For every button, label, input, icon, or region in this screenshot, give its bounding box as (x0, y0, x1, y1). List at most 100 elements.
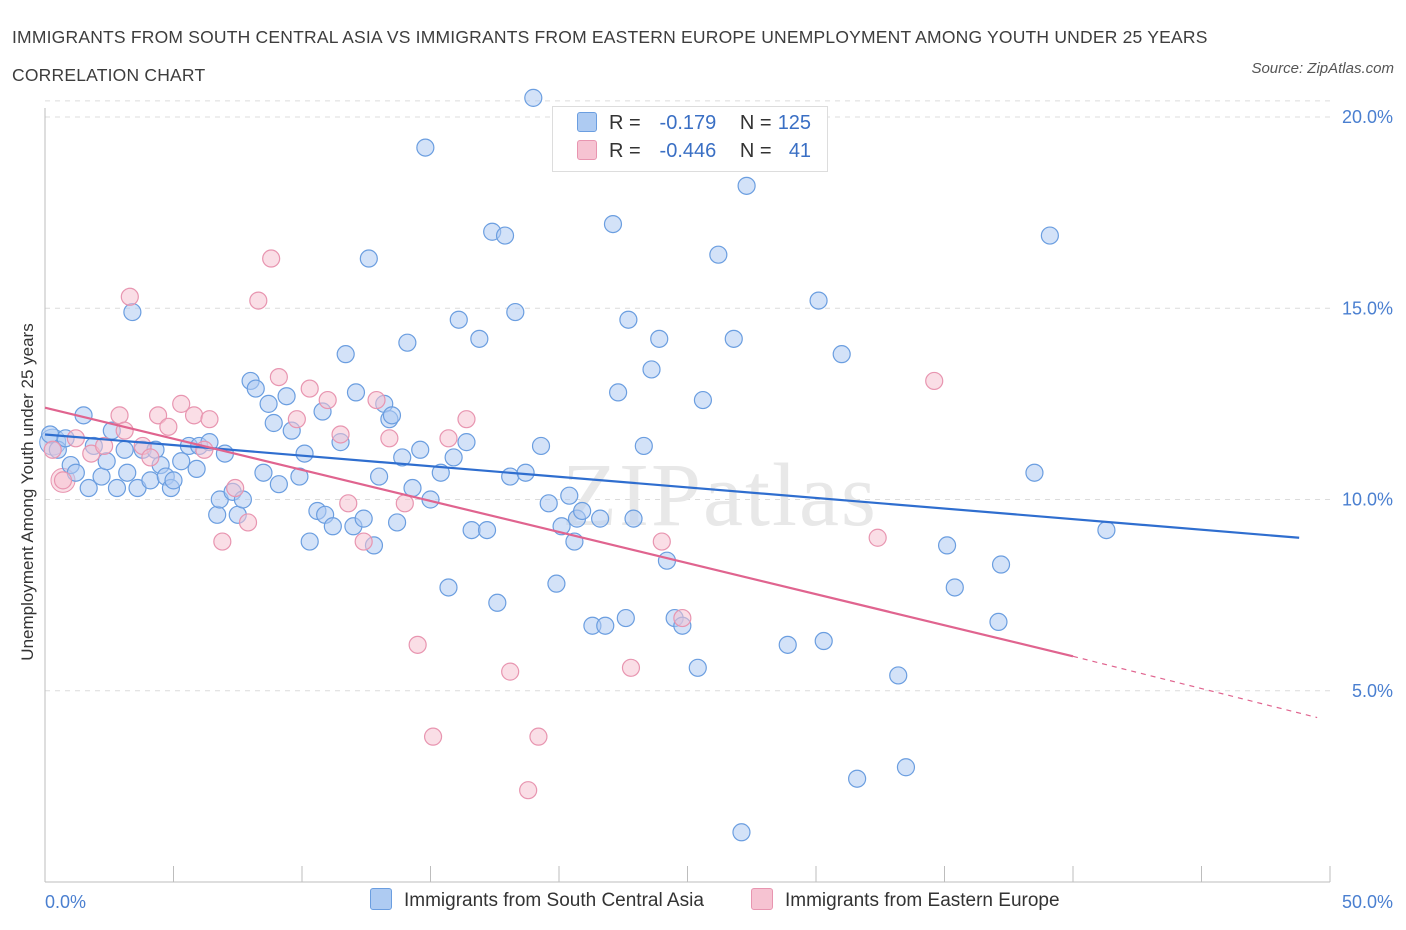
axes (44, 108, 1331, 883)
point-south-central-asia (416, 138, 435, 157)
chart-title: IMMIGRANTS FROM SOUTH CENTRAL ASIA VS IM… (12, 27, 1208, 85)
point-eastern-europe (287, 410, 306, 429)
point-south-central-asia (506, 302, 525, 322)
point-south-central-asia (393, 448, 412, 467)
point-south-central-asia (737, 176, 756, 195)
point-south-central-asia (123, 302, 142, 322)
point-eastern-europe (184, 406, 204, 425)
point-eastern-europe (120, 287, 139, 306)
tick-labels: 5.0% 10.0% 15.0% 20.0% 0.0% 50.0% Unemployment… (18, 107, 1393, 912)
point-eastern-europe (519, 781, 538, 800)
point-eastern-europe (408, 635, 427, 654)
point-eastern-europe (269, 368, 288, 387)
point-south-central-asia (732, 823, 751, 842)
point-eastern-europe (110, 406, 129, 425)
point-south-central-asia (591, 509, 610, 528)
point-south-central-asia (560, 486, 579, 505)
x-tick-label: 50.0% (1342, 892, 1393, 912)
point-south-central-asia (945, 578, 964, 597)
point-eastern-europe (200, 410, 219, 429)
point-eastern-europe (159, 417, 178, 436)
trend-lines (44, 406, 1318, 719)
point-south-central-asia (141, 471, 160, 490)
point-south-central-asia (269, 475, 288, 494)
point-south-central-asia (937, 536, 957, 555)
point-eastern-europe (249, 291, 268, 310)
point-south-central-asia (92, 467, 111, 486)
point-south-central-asia (172, 452, 191, 471)
point-south-central-asia (97, 452, 116, 471)
point-south-central-asia (488, 593, 507, 612)
point-south-central-asia (596, 616, 615, 635)
point-south-central-asia (547, 574, 566, 593)
point-eastern-europe (621, 658, 641, 677)
point-south-central-asia (164, 471, 183, 490)
point-south-central-asia (449, 310, 468, 329)
point-south-central-asia (624, 509, 643, 528)
point-eastern-europe (380, 429, 399, 448)
point-south-central-asia (370, 467, 389, 486)
point-south-central-asia (896, 758, 916, 777)
point-south-central-asia (398, 333, 417, 352)
point-eastern-europe (262, 249, 281, 268)
legend-r-value: -0.446 (659, 140, 717, 162)
point-eastern-europe (172, 394, 191, 413)
legend-r-value: -0.179 (659, 112, 717, 134)
point-south-central-asia (382, 406, 402, 425)
point-south-central-asia (539, 494, 558, 513)
point-south-central-asia (495, 226, 515, 245)
point-south-central-asia (1040, 226, 1059, 245)
point-eastern-europe (148, 406, 168, 425)
point-south-central-asia (387, 513, 407, 532)
point-eastern-europe (652, 532, 671, 551)
legend-n-value: 41 (788, 140, 812, 162)
legend-swatch-blue (577, 112, 597, 132)
point-south-central-asia (657, 551, 677, 570)
legend-label: Immigrants from South Central Asia (404, 890, 704, 911)
legend-stats: R = -0.179 N = 125 R = -0.446 N = 41 (552, 106, 828, 172)
point-south-central-asia (693, 390, 713, 410)
point-south-central-asia (501, 467, 520, 486)
point-south-central-asia (246, 379, 265, 398)
point-south-central-asia (650, 329, 669, 348)
point-south-central-asia (290, 467, 309, 486)
point-south-central-asia (346, 383, 366, 402)
point-eastern-europe (238, 513, 258, 532)
point-eastern-europe (457, 410, 476, 429)
point-eastern-europe (354, 532, 373, 551)
point-south-central-asia (295, 444, 314, 463)
trend-line-eastern-europe (44, 406, 1074, 658)
point-south-central-asia (724, 329, 743, 348)
point-south-central-asia (254, 463, 273, 482)
point-south-central-asia (848, 769, 867, 788)
point-south-central-asia (616, 608, 635, 628)
point-south-central-asia (989, 612, 1008, 632)
legend-r-label: R = (609, 140, 641, 162)
point-south-central-asia (187, 459, 206, 478)
point-south-central-asia (642, 360, 661, 379)
point-south-central-asia (531, 436, 551, 456)
point-south-central-asia (439, 578, 458, 597)
point-south-central-asia (115, 440, 134, 459)
y-axis-label: Unemployment Among Youth under 25 years (18, 323, 37, 660)
trend-line-south-central-asia (44, 433, 1300, 539)
legend-n-label: N = (739, 112, 772, 134)
point-eastern-europe (213, 532, 232, 551)
point-south-central-asia (470, 329, 489, 348)
point-eastern-europe (318, 390, 337, 410)
legend-item-eastern-europe: Immigrants from Eastern Europe (751, 888, 1060, 912)
point-south-central-asia (359, 249, 378, 268)
grid-lines (45, 100, 1330, 692)
point-south-central-asia (688, 658, 707, 677)
point-south-central-asia (603, 215, 623, 234)
point-south-central-asia (809, 291, 828, 310)
point-south-central-asia (1097, 520, 1116, 540)
legend-n-label: N = (739, 140, 772, 162)
point-eastern-europe (395, 494, 414, 513)
point-south-central-asia (354, 509, 373, 528)
point-south-central-asia (524, 88, 543, 107)
legend-row-blue: R = -0.179 N = 125 (577, 112, 811, 140)
point-south-central-asia (457, 433, 476, 452)
point-south-central-asia (79, 478, 98, 498)
